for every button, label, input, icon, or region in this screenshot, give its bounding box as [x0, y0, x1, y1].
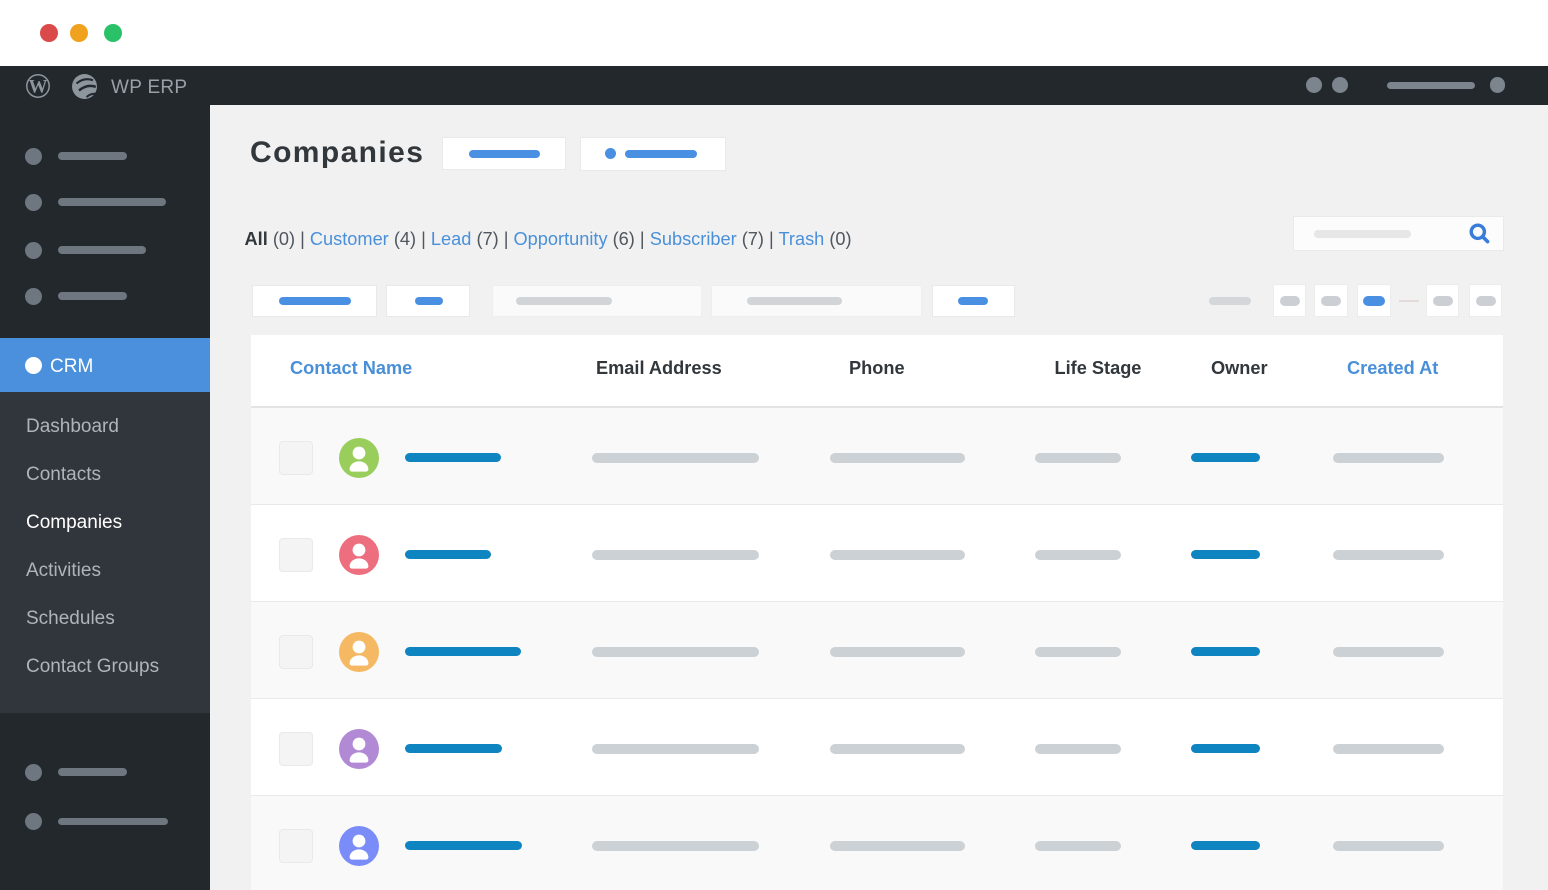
svg-text:W: W: [29, 76, 48, 97]
